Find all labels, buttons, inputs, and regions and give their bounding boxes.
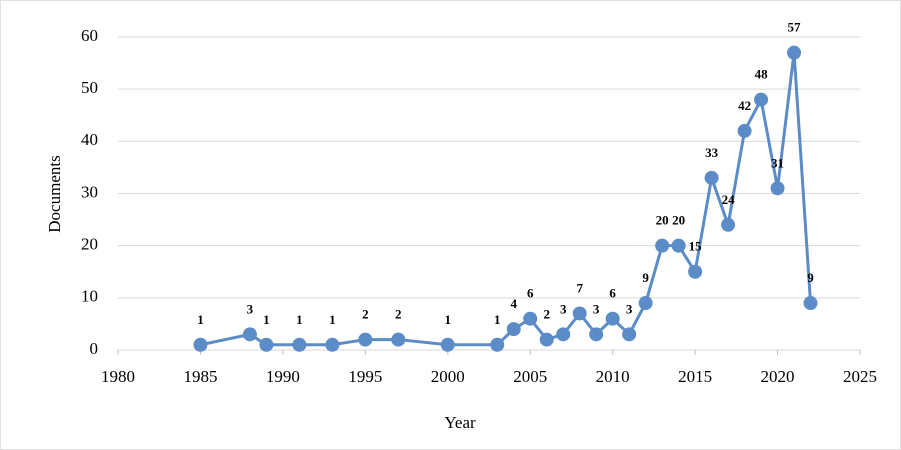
data-label: 1 — [494, 312, 501, 327]
series-line — [200, 52, 813, 347]
data-label: 42 — [738, 98, 751, 113]
y-tick-label: 40 — [81, 130, 98, 149]
point — [506, 322, 521, 337]
point — [391, 332, 406, 347]
data-label: 57 — [788, 20, 802, 35]
y-tick-label: 0 — [90, 339, 99, 358]
point — [490, 337, 505, 352]
point — [770, 181, 785, 196]
data-label: 3 — [593, 301, 600, 316]
point — [704, 170, 719, 185]
point — [605, 311, 620, 326]
data-label: 1 — [296, 312, 303, 327]
data-label: 4 — [510, 296, 517, 311]
data-label: 15 — [689, 239, 703, 254]
point — [721, 217, 736, 232]
y-tick-label: 50 — [81, 78, 98, 97]
point — [259, 337, 274, 352]
data-label: 31 — [771, 155, 784, 170]
x-tick-label: 2000 — [431, 367, 465, 386]
data-label: 24 — [722, 192, 736, 207]
point — [638, 296, 653, 311]
point — [242, 327, 257, 342]
x-tick-label: 2020 — [761, 367, 795, 386]
y-tick-label: 60 — [81, 26, 98, 45]
x-tick-label: 2005 — [513, 367, 547, 386]
point — [688, 264, 703, 279]
data-label: 9 — [807, 270, 814, 285]
point — [523, 311, 538, 326]
y-axis-label: Documents — [45, 155, 64, 232]
data-label: 2 — [395, 307, 402, 322]
data-label: 20 — [672, 213, 685, 228]
point — [440, 337, 455, 352]
point — [539, 332, 554, 347]
point — [589, 327, 604, 342]
point — [737, 123, 752, 138]
point — [292, 337, 307, 352]
data-label: 6 — [609, 286, 616, 301]
data-label: 3 — [247, 301, 254, 316]
point — [325, 337, 340, 352]
point — [556, 327, 571, 342]
point — [622, 327, 637, 342]
data-label: 33 — [705, 145, 719, 160]
point — [754, 92, 769, 107]
x-tick-label: 2010 — [596, 367, 630, 386]
point — [803, 296, 818, 311]
y-tick-label: 30 — [81, 182, 98, 201]
y-tick-label: 10 — [81, 287, 98, 306]
data-label: 1 — [445, 312, 452, 327]
point — [572, 306, 587, 321]
data-label: 1 — [329, 312, 336, 327]
x-axis-label: Year — [444, 413, 476, 432]
y-tick-label: 20 — [81, 235, 98, 254]
data-label: 1 — [197, 312, 204, 327]
data-label: 3 — [626, 301, 633, 316]
point — [358, 332, 373, 347]
x-tick-label: 1980 — [101, 367, 135, 386]
x-tick-label: 1990 — [266, 367, 300, 386]
data-label: 6 — [527, 286, 534, 301]
point — [671, 238, 686, 253]
data-label: 2 — [543, 307, 550, 322]
data-label: 20 — [656, 213, 669, 228]
x-tick-label: 1985 — [183, 367, 217, 386]
data-label: 2 — [362, 307, 369, 322]
data-label: 48 — [755, 67, 769, 82]
data-label: 1 — [263, 312, 270, 327]
x-tick-label: 2015 — [678, 367, 712, 386]
point — [787, 45, 802, 60]
x-tick-label: 1995 — [348, 367, 382, 386]
data-label: 3 — [560, 301, 567, 316]
point — [193, 337, 208, 352]
point — [655, 238, 670, 253]
x-tick-label: 2025 — [843, 367, 877, 386]
data-label: 7 — [576, 280, 583, 295]
data-label: 9 — [642, 270, 649, 285]
